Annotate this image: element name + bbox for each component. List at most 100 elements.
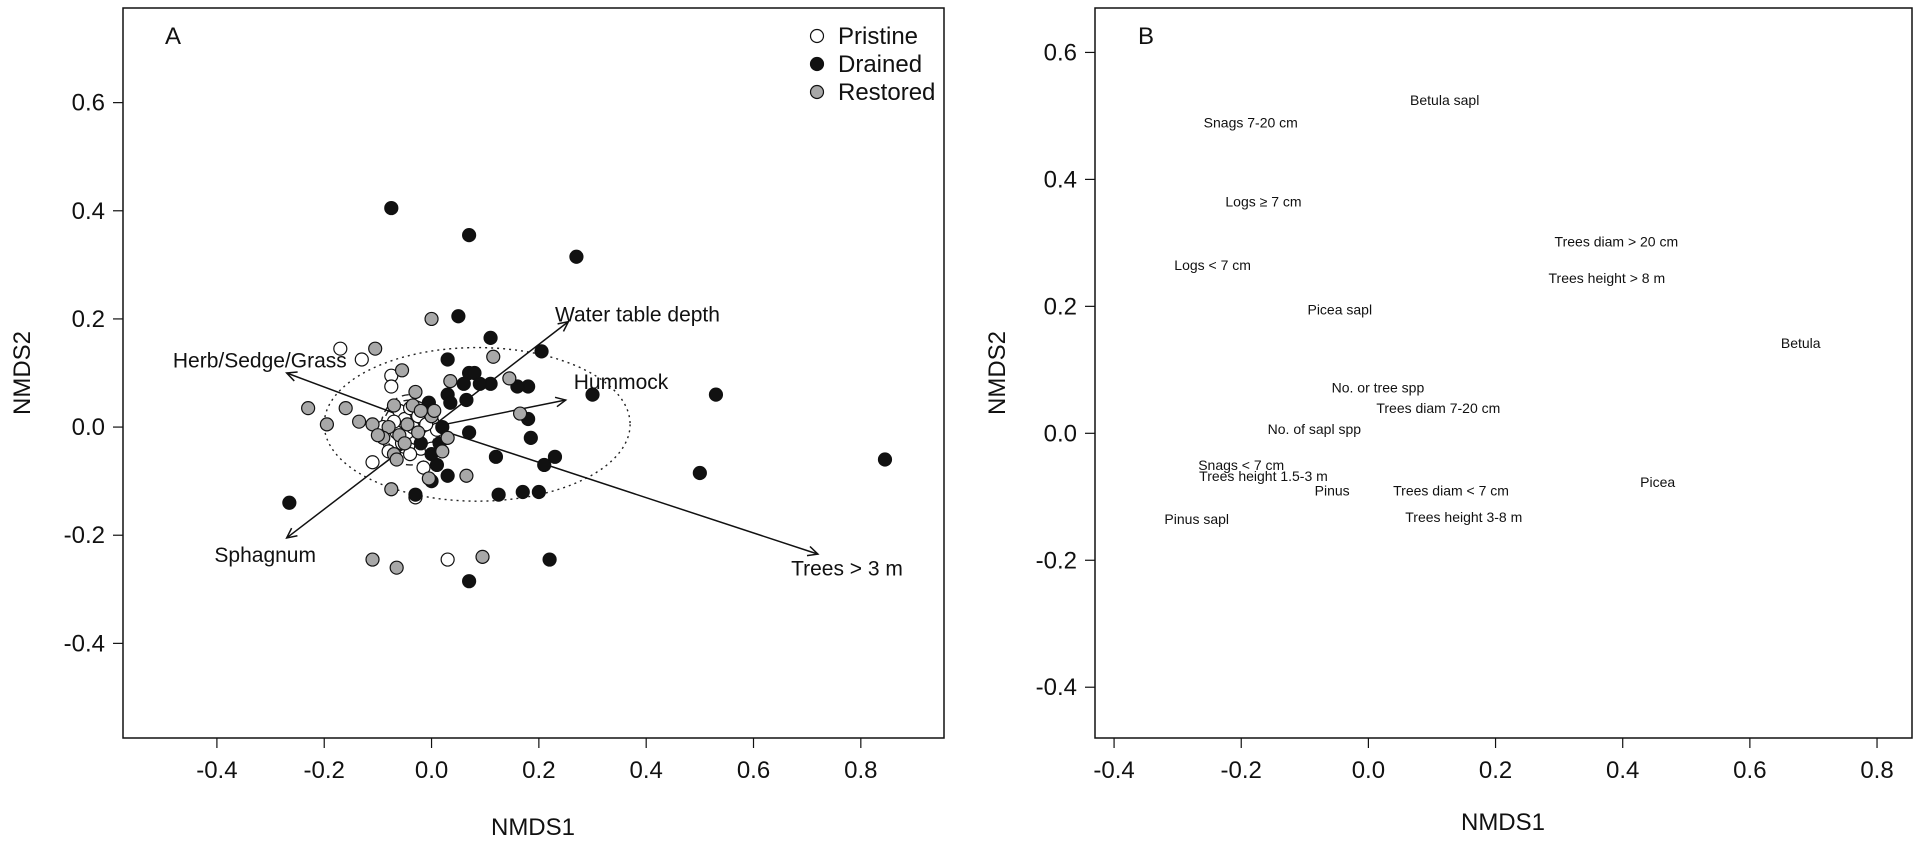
panel-b-letter: B — [1138, 23, 1154, 50]
x-axis: -0.4 -0.2 0.0 0.2 0.4 0.6 0.8 — [1093, 738, 1894, 784]
vector-arrowhead — [285, 527, 298, 539]
vector-label: Herb/Sedge/Grass — [173, 349, 347, 372]
point-drained — [537, 457, 552, 473]
x-tick-label: 0.8 — [844, 757, 877, 784]
y-axis-title: NMDS2 — [984, 331, 1011, 415]
point-restored — [413, 403, 428, 418]
vector-arrowhead — [557, 320, 570, 332]
legend-marker — [809, 84, 825, 100]
variable-label: Trees diam < 7 cm — [1393, 482, 1509, 498]
vector-arrowhead — [554, 396, 568, 408]
variable-label: Trees diam > 20 cm — [1555, 234, 1679, 250]
vector-arrow — [431, 321, 569, 428]
y-tick-label: 0.2 — [72, 306, 105, 333]
x-tick-label: 0.4 — [1606, 757, 1639, 784]
point-drained — [531, 484, 546, 500]
point-restored — [368, 341, 383, 356]
point-restored — [400, 417, 415, 432]
x-axis-title: NMDS1 — [491, 814, 575, 841]
x-tick-label: 0.2 — [1479, 757, 1512, 784]
point-pristine — [365, 455, 380, 470]
variable-label: Picea sapl — [1307, 302, 1372, 318]
y-tick-label: 0.0 — [72, 414, 105, 441]
variable-label: Pinus sapl — [1164, 511, 1229, 527]
point-drained — [692, 465, 707, 481]
point-drained — [459, 392, 474, 408]
vector-arrow — [431, 399, 566, 428]
x-tick-label: 0.0 — [415, 757, 448, 784]
variable-label: Trees height 1.5-3 m — [1199, 468, 1328, 484]
x-tick-label: -0.4 — [196, 757, 237, 784]
point-drained — [483, 330, 498, 345]
panel-b-frame — [1094, 7, 1913, 739]
point-restored — [512, 406, 528, 421]
point-drained — [282, 495, 297, 510]
variable-label: Logs < 7 cm — [1174, 257, 1251, 273]
point-drained — [440, 468, 455, 483]
vector-label: Sphagnum — [214, 544, 316, 567]
point-restored — [352, 414, 367, 429]
x-tick-label: 0.0 — [1352, 757, 1385, 784]
x-tick-label: -0.2 — [1221, 757, 1262, 784]
point-restored — [301, 401, 316, 416]
point-restored — [440, 430, 455, 445]
point-restored — [443, 374, 458, 389]
point-pristine — [354, 352, 369, 367]
point-drained — [877, 452, 893, 467]
point-restored — [459, 468, 474, 483]
point-drained — [443, 395, 458, 410]
legend-marker — [809, 28, 825, 44]
point-drained — [708, 387, 724, 402]
legend-marker — [809, 56, 825, 72]
y-axis: -0.4 -0.2 0.0 0.2 0.4 0.6 — [64, 90, 123, 657]
y-tick-label: 0.2 — [1044, 293, 1077, 320]
point-drained — [542, 552, 557, 567]
ellipse-drained — [323, 346, 631, 502]
panel-b: B Betula sapl Snags 7-20 cm Logs ≥ 7 cm Tre… — [984, 7, 1913, 836]
variable-label: Snags < 7 cm — [1198, 457, 1284, 473]
point-drained — [534, 344, 549, 359]
point-drained — [456, 376, 471, 391]
point-drained — [462, 228, 477, 243]
point-restored — [365, 552, 380, 567]
point-drained — [547, 449, 563, 464]
point-restored — [421, 471, 436, 486]
point-drained — [515, 484, 530, 500]
point-restored — [389, 560, 404, 575]
point-drained — [440, 352, 455, 367]
vector-label: Water table depth — [555, 304, 720, 327]
point-pristine — [384, 379, 399, 394]
point-restored — [427, 403, 442, 418]
point-restored — [394, 363, 410, 378]
variable-label: Logs ≥ 7 cm — [1225, 194, 1301, 210]
x-tick-label: -0.2 — [304, 757, 345, 784]
point-restored — [475, 549, 490, 564]
point-drained — [488, 449, 504, 464]
variable-label: Betula sapl — [1410, 92, 1479, 108]
point-restored — [386, 398, 402, 413]
x-tick-label: 0.8 — [1860, 757, 1893, 784]
y-tick-label: -0.2 — [1036, 547, 1077, 574]
x-axis-title: NMDS1 — [1461, 809, 1545, 836]
point-restored — [408, 384, 423, 400]
y-tick-label: -0.4 — [64, 630, 105, 657]
x-tick-label: 0.2 — [522, 757, 555, 784]
variable-labels: Betula sapl Snags 7-20 cm Logs ≥ 7 cm Trees… — [1164, 92, 1820, 527]
variable-label: Trees diam 7-20 cm — [1376, 400, 1500, 416]
point-restored — [338, 401, 353, 416]
point-drained — [585, 387, 600, 402]
vector-arrow — [431, 426, 819, 555]
vector-label: Hummock — [574, 371, 669, 394]
x-tick-label: 0.6 — [737, 757, 770, 784]
y-tick-label: 0.4 — [1044, 166, 1077, 193]
y-tick-label: 0.0 — [1044, 420, 1077, 447]
x-tick-label: 0.4 — [629, 757, 662, 784]
variable-label: Trees height > 8 m — [1549, 270, 1666, 286]
y-tick-label: -0.2 — [64, 522, 105, 549]
variable-label: Picea — [1640, 474, 1675, 490]
y-tick-label: 0.4 — [72, 198, 105, 225]
point-drained — [384, 200, 399, 216]
y-tick-label: 0.6 — [1044, 39, 1077, 66]
